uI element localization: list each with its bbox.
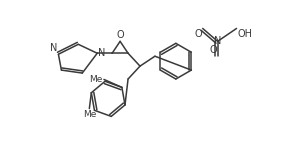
Text: OH: OH xyxy=(237,29,252,39)
Text: O: O xyxy=(209,45,217,55)
Text: N: N xyxy=(214,36,221,46)
Text: N: N xyxy=(98,48,105,58)
Text: N: N xyxy=(50,43,58,53)
Text: Me: Me xyxy=(83,110,96,119)
Text: O: O xyxy=(116,30,124,40)
Text: O: O xyxy=(194,29,202,39)
Text: Me: Me xyxy=(90,75,103,84)
